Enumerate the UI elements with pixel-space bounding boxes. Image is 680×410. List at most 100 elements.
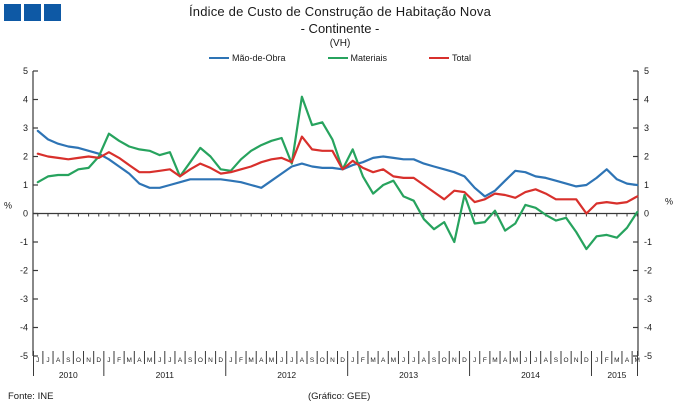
month-tick-label: A — [422, 357, 427, 364]
month-tick-label: A — [137, 357, 142, 364]
credit-note: (Gráfico: GEE) — [308, 391, 371, 402]
series-line-total — [36, 135, 639, 215]
legend-swatch — [429, 57, 450, 59]
month-tick-label: D — [218, 357, 223, 364]
y-tick-label-left: 0 — [23, 209, 28, 219]
y-tick-label-right: 4 — [644, 95, 649, 105]
month-tick-label: M — [269, 357, 274, 364]
y-tick-label-right: -1 — [644, 237, 652, 247]
legend-item-total: Total — [429, 53, 471, 63]
chart-title-block: Índice de Custo de Construção de Habitaç… — [0, 4, 680, 49]
month-tick-label: N — [330, 357, 335, 364]
month-tick-label: N — [86, 357, 91, 364]
month-tick-label: F — [239, 357, 243, 364]
y-axis-unit-left: % — [4, 201, 12, 211]
year-label: 2010 — [59, 370, 78, 380]
month-tick-label: F — [605, 357, 609, 364]
month-tick-label: A — [56, 357, 61, 364]
month-tick-label: J — [168, 357, 171, 364]
source-note: Fonte: INE — [8, 391, 54, 402]
series-line-mão-de-obra — [36, 129, 639, 198]
y-tick-label-left: 4 — [23, 95, 28, 105]
legend-item-mão-de-obra: Mão-de-Obra — [208, 53, 286, 63]
month-tick-label: O — [564, 357, 569, 364]
year-label: 2011 — [156, 370, 175, 380]
month-tick-label: N — [208, 357, 213, 364]
month-tick-label: F — [361, 357, 365, 364]
year-label: 2015 — [607, 370, 626, 380]
month-tick-label: J — [280, 357, 283, 364]
y-axis-unit-right: % — [665, 197, 673, 207]
month-tick-label: O — [320, 357, 325, 364]
month-tick-label: J — [351, 357, 354, 364]
month-tick-label: M — [513, 357, 518, 364]
y-tick-label-right: 0 — [644, 209, 649, 219]
year-label: 2012 — [277, 370, 296, 380]
month-tick-label: M — [614, 357, 619, 364]
y-tick-label-left: -5 — [20, 351, 28, 361]
month-tick-label: J — [534, 357, 537, 364]
month-tick-label: J — [107, 357, 110, 364]
month-tick-label: D — [462, 357, 467, 364]
month-tick-label: J — [158, 357, 161, 364]
legend-item-materiais: Materiais — [327, 53, 387, 63]
month-tick-label: J — [36, 357, 39, 364]
y-tick-label-left: 2 — [23, 152, 28, 162]
month-tick-label: A — [381, 357, 386, 364]
legend-label: Mão-de-Obra — [231, 53, 286, 63]
logo — [4, 4, 61, 21]
logo-square — [4, 4, 21, 21]
month-tick-label: J — [46, 357, 49, 364]
month-tick-label: O — [76, 357, 81, 364]
month-tick-label: J — [595, 357, 598, 364]
y-tick-label-right: -5 — [644, 351, 652, 361]
month-tick-label: M — [127, 357, 132, 364]
month-tick-label: S — [66, 357, 71, 364]
month-tick-label: A — [503, 357, 508, 364]
chart-title: Índice de Custo de Construção de Habitaç… — [188, 4, 492, 19]
month-tick-label: M — [147, 357, 152, 364]
month-tick-label: N — [452, 357, 457, 364]
month-tick-label: A — [544, 357, 549, 364]
y-tick-label-right: 2 — [644, 152, 649, 162]
year-label: 2014 — [521, 370, 540, 380]
logo-square — [44, 4, 61, 21]
y-tick-label-left: -2 — [20, 266, 28, 276]
month-tick-label: J — [524, 357, 527, 364]
month-tick-label: J — [473, 357, 476, 364]
y-tick-label-right: 5 — [644, 66, 649, 76]
month-tick-label: O — [442, 357, 447, 364]
chart-legend: Mão-de-Obra Materiais Total — [0, 53, 680, 63]
y-tick-label-left: 5 — [23, 66, 28, 76]
month-tick-label: S — [188, 357, 193, 364]
y-tick-label-right: -2 — [644, 266, 652, 276]
year-label: 2013 — [399, 370, 418, 380]
month-tick-label: A — [625, 357, 630, 364]
y-tick-label-right: 1 — [644, 180, 649, 190]
month-tick-label: J — [402, 357, 405, 364]
month-tick-label: D — [584, 357, 589, 364]
y-tick-label-left: -4 — [20, 323, 28, 333]
y-tick-label-right: 3 — [644, 123, 649, 133]
y-tick-label-left: 3 — [23, 123, 28, 133]
month-tick-label: A — [178, 357, 183, 364]
month-tick-label: S — [554, 357, 559, 364]
month-tick-label: M — [492, 357, 497, 364]
month-tick-label: M — [248, 357, 253, 364]
y-tick-label-right: -3 — [644, 294, 652, 304]
y-tick-label-left: -1 — [20, 237, 28, 247]
month-tick-label: S — [310, 357, 315, 364]
month-tick-label: N — [574, 357, 579, 364]
month-tick-label: F — [117, 357, 121, 364]
month-tick-label: M — [370, 357, 375, 364]
y-tick-label-left: 1 — [23, 180, 28, 190]
month-tick-label: S — [432, 357, 437, 364]
month-tick-label: J — [412, 357, 415, 364]
month-tick-label: J — [290, 357, 293, 364]
chart-subtitle: - Continente - — [300, 20, 380, 36]
month-tick-label: F — [483, 357, 487, 364]
month-tick-label: D — [340, 357, 345, 364]
month-tick-label: J — [229, 357, 232, 364]
month-tick-label: A — [300, 357, 305, 364]
